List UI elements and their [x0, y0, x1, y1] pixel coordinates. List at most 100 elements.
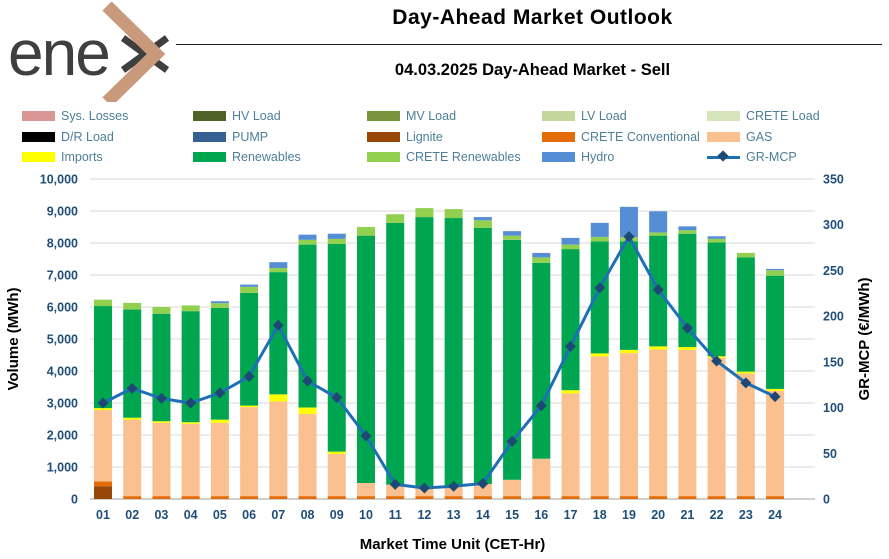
legend-label: D/R Load — [61, 129, 114, 144]
bar-segment-crete-conventional — [503, 496, 522, 499]
y-right-axis-title: GR-MCP (€/MWh) — [856, 277, 873, 400]
bar-segment-crete-renewables — [386, 214, 405, 223]
bar-segment-crete-conventional — [532, 496, 551, 499]
bar-segment-crete-conventional — [766, 496, 785, 499]
x-tick-label: 11 — [389, 508, 402, 522]
legend-swatch-icon — [367, 111, 400, 122]
legend-item-imports: Imports — [22, 150, 193, 164]
logo-x-icon — [102, 2, 170, 102]
bar-segment-crete-conventional — [94, 481, 112, 487]
bar-segment-gas — [619, 353, 638, 497]
bar-segment-crete-renewables — [152, 307, 171, 314]
bar-segment-crete-renewables — [94, 299, 112, 307]
bar-segment-renewables — [707, 242, 726, 357]
x-tick-label: 24 — [768, 508, 782, 522]
legend-swatch-icon — [22, 131, 55, 142]
bar-segment-renewables — [736, 257, 755, 372]
bar-segment-gas — [210, 422, 229, 497]
bar-segment-hydro — [210, 301, 229, 304]
bar-segment-crete-renewables — [123, 302, 142, 310]
bar-segment-crete-renewables — [181, 305, 200, 312]
y-right-tick-label: 150 — [823, 355, 844, 369]
bar-segment-imports — [327, 451, 346, 454]
bar-segment-gas — [356, 483, 375, 497]
bar-segment-imports — [240, 405, 259, 408]
bar-segment-hydro — [532, 252, 551, 258]
bar-segment-crete-conventional — [619, 496, 638, 499]
legend-swatch-icon — [193, 111, 226, 122]
bar-segment-imports — [94, 408, 112, 411]
bar-segment-crete-renewables — [766, 270, 785, 276]
gr-mcp-marker — [185, 397, 197, 409]
bar-segment-crete-conventional — [123, 496, 142, 499]
gr-mcp-marker — [535, 400, 547, 412]
bar-segment-imports — [766, 388, 785, 391]
x-tick-label: 13 — [447, 508, 461, 522]
bar-segment-gas — [240, 407, 259, 497]
bar-segment-gas — [736, 373, 755, 497]
bar-segment-gas — [766, 390, 785, 497]
x-tick-label: 16 — [534, 508, 548, 522]
legend-item-renewables: Renewables — [193, 150, 367, 164]
bar-segment-gas — [503, 479, 522, 497]
legend-label: Imports — [61, 150, 103, 165]
bar-segment-crete-conventional — [590, 496, 609, 499]
legend-label: CRETE Load — [746, 109, 820, 124]
legend-item-crete-renewables: CRETE Renewables — [367, 150, 542, 164]
legend-label: GAS — [746, 129, 773, 144]
enex-logo: ene — [8, 2, 170, 102]
gr-mcp-marker — [506, 435, 518, 447]
x-tick-label: 19 — [622, 508, 636, 522]
y-right-tick-label: 200 — [823, 310, 844, 324]
y-left-tick-label: 2,000 — [47, 429, 78, 443]
x-tick-label: 12 — [417, 508, 431, 522]
gr-mcp-marker — [711, 355, 723, 367]
y-right-tick-label: 250 — [823, 264, 844, 278]
x-tick-label: 06 — [242, 508, 256, 522]
bar-segment-crete-conventional — [210, 496, 229, 499]
legend-label: LV Load — [581, 109, 627, 124]
legend-label: PUMP — [232, 129, 269, 144]
bar-segment-crete-renewables — [503, 235, 522, 240]
gr-mcp-marker — [214, 387, 226, 399]
bar-segment-crete-conventional — [269, 496, 288, 499]
bar-segment-crete-conventional — [240, 496, 259, 499]
bar-segment-imports — [649, 346, 668, 350]
bar-segment-imports — [561, 390, 580, 394]
bar-segment-hydro — [678, 226, 697, 231]
legend-item-gas: GAS — [707, 130, 847, 144]
legend-label: MV Load — [406, 109, 457, 124]
y-right-tick-label: 0 — [823, 493, 830, 507]
bar-segment-hydro — [649, 211, 668, 233]
legend-label: GR-MCP — [746, 150, 797, 165]
chart-subtitle: 04.03.2025 Day-Ahead Market - Sell — [394, 61, 671, 79]
bar-segment-crete-conventional — [356, 496, 375, 499]
gr-mcp-marker — [126, 382, 138, 394]
bar-segment-gas — [123, 419, 142, 497]
bar-segment-gas — [269, 401, 288, 497]
gr-mcp-marker — [448, 480, 460, 492]
bar-segment-hydro — [240, 284, 259, 287]
bar-segment-crete-renewables — [240, 286, 259, 293]
legend-item-crete-conventional: CRETE Conventional — [542, 130, 707, 144]
legend-label: CRETE Renewables — [406, 150, 521, 165]
logo-text: ene — [8, 17, 109, 89]
gr-mcp-line — [102, 235, 776, 490]
x-tick-label: 14 — [476, 508, 490, 522]
gr-mcp-marker — [623, 231, 635, 243]
bar-segment-crete-conventional — [561, 496, 580, 499]
legend-swatch-icon — [193, 152, 226, 163]
title-divider — [176, 44, 882, 45]
bar-segment-gas — [94, 410, 112, 482]
bar-segment-crete-renewables — [210, 303, 229, 308]
bar-segment-crete-conventional — [736, 496, 755, 499]
bar-segment-crete-conventional — [327, 496, 346, 499]
bar-segment-renewables — [181, 311, 200, 423]
x-tick-label: 18 — [593, 508, 607, 522]
legend-item-hv-load: HV Load — [193, 109, 367, 123]
gr-mcp-marker — [272, 319, 284, 331]
x-tick-label: 01 — [96, 508, 110, 522]
legend-label: Renewables — [232, 150, 301, 165]
bar-segment-imports — [152, 421, 171, 423]
